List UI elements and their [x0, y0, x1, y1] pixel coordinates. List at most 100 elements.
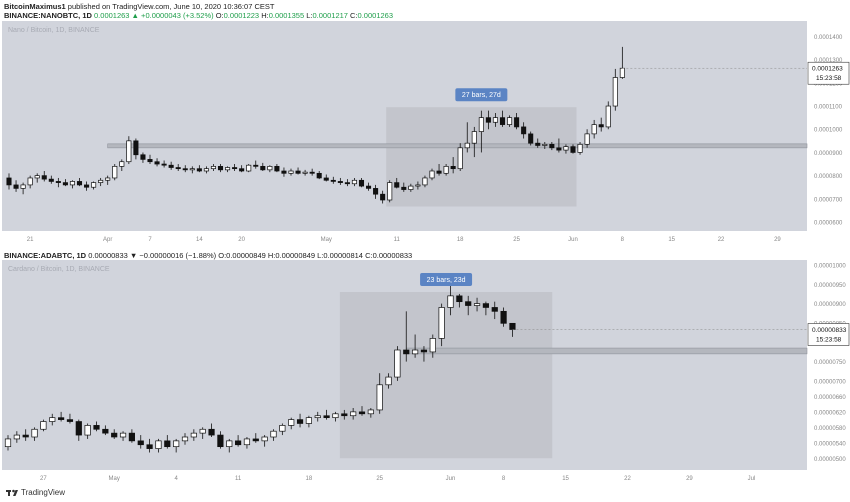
candle [491, 301, 498, 320]
candle [358, 177, 365, 188]
ada-quote: 0.00000833 ▼ −0.00000016 (−1.88%) [88, 251, 217, 260]
candle [76, 177, 83, 187]
candle [189, 166, 195, 174]
time-axis[interactable] [2, 231, 807, 246]
candle [93, 421, 100, 432]
nano-close: 0.0001263 [357, 11, 393, 20]
candle [341, 409, 348, 420]
nano-symbol: BINANCE:NANOBTC, 1D [4, 11, 92, 20]
candle [49, 413, 56, 426]
chart-watermark: Cardano / Bitcoin, 1D, BINANCE [8, 266, 110, 273]
ada-symbol: BINANCE:ADABTC, 1D [4, 251, 87, 260]
date-range-box[interactable] [339, 292, 553, 459]
candle [358, 406, 366, 416]
x-tick-label: 15 [668, 237, 675, 243]
candle [281, 167, 287, 177]
footer: TradingView [6, 488, 65, 497]
nano-high: 0.0001355 [268, 11, 305, 20]
tradingview-logo-icon [6, 489, 18, 496]
candle [584, 129, 590, 148]
candle [605, 101, 611, 130]
candle [376, 373, 383, 414]
candle [111, 429, 118, 439]
candle [350, 408, 357, 420]
y-tick-label: 0.00000900 [814, 302, 846, 308]
support-zone[interactable] [107, 143, 808, 149]
candle [323, 174, 329, 182]
footer-brand: TradingView [21, 488, 66, 497]
candle [217, 164, 224, 173]
candle [40, 419, 47, 432]
y-tick-label: 0.00000580 [814, 426, 846, 432]
candle [246, 164, 252, 173]
support-zone[interactable] [405, 347, 808, 355]
candle [173, 438, 180, 453]
candle [34, 173, 40, 183]
chart-watermark: Nano / Bitcoin, 1D, BINANCE [8, 27, 100, 34]
y-tick-label: 0.00000500 [814, 457, 846, 463]
candle [146, 438, 153, 453]
candle [507, 115, 513, 127]
ada-high: 0.00000849 [275, 251, 315, 260]
candle [420, 346, 428, 362]
x-tick-label: 14 [196, 237, 203, 243]
x-tick-label: Jun [568, 237, 578, 243]
candle [62, 179, 68, 187]
ada-btc-chart[interactable]: Cardano / Bitcoin, 1D, BINANCE 0.0000050… [0, 260, 850, 485]
candle [137, 435, 144, 449]
candle [556, 138, 562, 153]
candle [253, 160, 259, 169]
x-tick-label: May [109, 476, 120, 482]
y-tick-label: 0.00000750 [814, 360, 846, 366]
candle [465, 295, 472, 316]
x-tick-label: May [321, 237, 332, 243]
candle [239, 165, 245, 173]
y-tick-label: 0.00000620 [814, 410, 846, 416]
price-axis[interactable] [807, 260, 848, 485]
candle [6, 173, 12, 190]
candle [598, 117, 604, 132]
candle [102, 425, 109, 436]
candle [199, 427, 206, 439]
x-tick-label: 25 [513, 237, 520, 243]
candle [351, 177, 357, 187]
candle [27, 175, 33, 189]
range-label-badge [455, 88, 508, 102]
candle [436, 164, 442, 176]
candle [385, 373, 392, 389]
time-axis[interactable] [2, 470, 807, 485]
candle [367, 408, 374, 418]
candle [330, 176, 336, 184]
x-tick-label: 29 [686, 476, 693, 482]
candle [208, 423, 215, 437]
candle [549, 142, 555, 151]
candle [235, 435, 242, 447]
y-tick-label: 0.00000660 [814, 395, 846, 401]
candle [210, 164, 216, 171]
candle [394, 177, 400, 189]
candle [443, 164, 449, 176]
nano-low: 0.0001217 [312, 11, 348, 20]
candle [226, 438, 233, 453]
candle [478, 110, 484, 153]
candle [401, 182, 407, 192]
candle [295, 167, 301, 175]
x-tick-label: 27 [40, 476, 47, 482]
candle [13, 431, 20, 443]
x-tick-label: 29 [774, 237, 781, 243]
y-tick-label: 0.0000700 [814, 197, 843, 203]
candle [168, 161, 174, 170]
x-tick-label: 18 [306, 476, 313, 482]
candle [456, 293, 463, 308]
candle [140, 152, 146, 163]
nano-btc-chart[interactable]: Nano / Bitcoin, 1D, BINANCE 0.0000600 0.0… [0, 21, 850, 246]
x-tick-label: 11 [235, 476, 242, 482]
countdown-label: 15:23:58 [816, 337, 842, 344]
candle [105, 175, 111, 185]
candle [84, 423, 91, 439]
ada-open: 0.00000849 [226, 251, 266, 260]
x-tick-label: 20 [238, 237, 245, 243]
price-axis[interactable] [807, 21, 848, 246]
candle [182, 165, 188, 173]
candle [422, 175, 428, 188]
